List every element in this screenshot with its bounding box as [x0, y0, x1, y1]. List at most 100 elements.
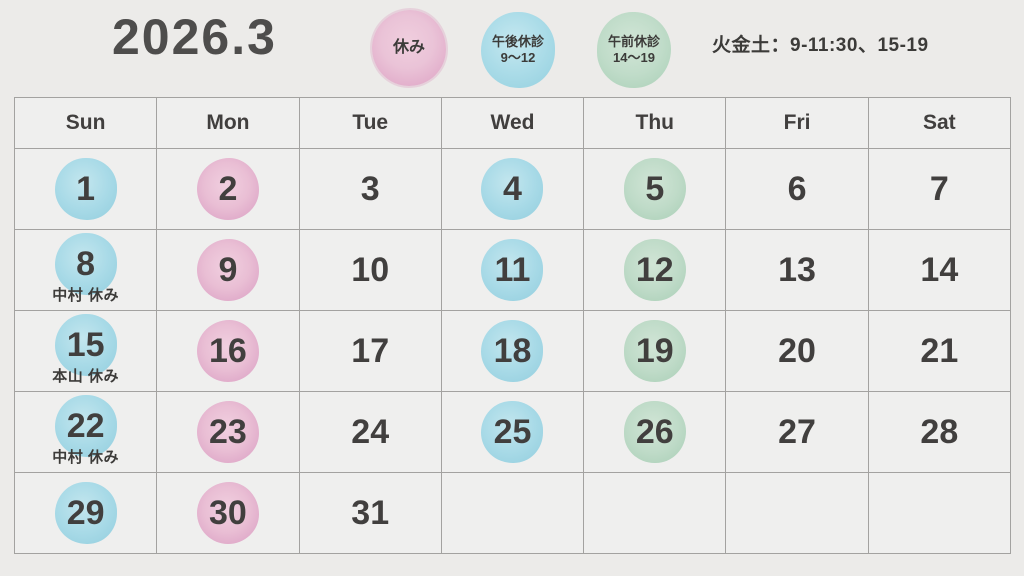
day-mark-pink: 23	[196, 401, 259, 463]
day-number: 21	[920, 332, 959, 370]
day-cell-12: 12	[584, 230, 726, 310]
day-number: 26	[635, 413, 674, 451]
day-mark-none: 14	[908, 239, 970, 301]
day-cell-16: 16	[157, 311, 299, 391]
day-number: 23	[209, 413, 247, 451]
opening-hours-note: 火金土：9-11:30、15-19	[712, 35, 929, 56]
day-mark-none: 10	[339, 239, 401, 301]
day-mark-none: 13	[766, 239, 828, 301]
day-cell-4: 4	[441, 149, 584, 229]
legend-am-closed-swatch: 午前休診 14〜19	[597, 12, 671, 88]
day-mark-blue: 11	[481, 239, 544, 301]
day-cell-3: 3	[299, 149, 441, 229]
day-number: 12	[635, 251, 674, 289]
day-mark-pink: 30	[196, 482, 259, 544]
day-cell-11: 11	[441, 230, 584, 310]
day-mark-none: 20	[766, 320, 828, 382]
day-mark-blue: 25	[481, 401, 544, 463]
day-note: 中村 休み	[52, 287, 119, 304]
day-cell-28: 28	[868, 392, 1010, 472]
day-number: 9	[218, 251, 238, 289]
day-mark-green: 5	[623, 158, 686, 220]
day-cell-22: 22 中村 休み	[15, 392, 157, 472]
day-number: 4	[503, 170, 522, 208]
day-mark-blue: 15	[54, 314, 117, 376]
day-cell-2: 2	[157, 149, 299, 229]
day-cell-27: 27	[726, 392, 868, 472]
legend-holiday-label: 休み	[392, 39, 425, 56]
day-cell-1: 1	[15, 149, 157, 229]
weekday-header-thu: Thu	[584, 98, 726, 148]
day-mark-green: 26	[623, 401, 686, 463]
day-cell-20: 20	[726, 311, 868, 391]
day-number: 18	[493, 332, 532, 370]
weekday-header-sat: Sat	[868, 98, 1010, 148]
day-mark-none: 21	[908, 320, 970, 382]
day-cell-empty	[868, 473, 1010, 553]
day-number: 28	[920, 413, 959, 451]
day-mark-blue: 8	[54, 233, 117, 295]
day-number: 13	[778, 251, 816, 289]
day-cell-17: 17	[299, 311, 441, 391]
day-cell-26: 26	[584, 392, 726, 472]
day-mark-none: 24	[339, 401, 401, 463]
day-number: 29	[66, 494, 105, 532]
day-cell-8: 8 中村 休み	[15, 230, 157, 310]
day-number: 8	[76, 245, 96, 283]
day-cell-23: 23	[157, 392, 299, 472]
day-mark-green: 19	[623, 320, 686, 382]
day-number: 6	[787, 170, 807, 208]
legend-pm-closed-swatch: 午後休診 9〜12	[481, 12, 555, 88]
day-number: 14	[920, 251, 959, 289]
day-cell-5: 5	[584, 149, 726, 229]
day-mark-none: 3	[339, 158, 401, 220]
legend-am-closed-hours: 14〜19	[613, 50, 655, 65]
day-mark-green: 12	[623, 239, 686, 301]
day-cell-15: 15 本山 休み	[15, 311, 157, 391]
weekday-header-wed: Wed	[441, 98, 584, 148]
day-mark-none: 17	[339, 320, 401, 382]
day-mark-none: 6	[766, 158, 828, 220]
day-mark-blue: 1	[54, 158, 117, 220]
day-number: 24	[351, 413, 390, 451]
day-number: 16	[209, 332, 247, 370]
day-mark-blue: 29	[54, 482, 117, 544]
page-title: 2026.3	[112, 9, 277, 65]
day-mark-pink: 16	[196, 320, 259, 382]
day-cell-13: 13	[726, 230, 868, 310]
day-mark-blue: 18	[481, 320, 544, 382]
day-cell-19: 19	[584, 311, 726, 391]
day-number: 10	[351, 251, 390, 289]
legend-pm-closed-label: 午後休診	[491, 33, 544, 49]
day-cell-24: 24	[299, 392, 441, 472]
legend-am-closed-label: 午前休診	[607, 33, 660, 49]
weekday-header-sun: Sun	[15, 98, 157, 148]
day-number: 2	[218, 170, 238, 208]
day-number: 25	[493, 413, 532, 451]
day-number: 5	[645, 170, 665, 208]
day-number: 20	[778, 332, 816, 370]
day-cell-14: 14	[868, 230, 1010, 310]
day-cell-31: 31	[299, 473, 441, 553]
day-number: 27	[778, 413, 816, 451]
weekday-header-tue: Tue	[299, 98, 441, 148]
day-mark-blue: 22	[54, 395, 117, 457]
day-number: 1	[76, 170, 96, 208]
day-cell-21: 21	[868, 311, 1010, 391]
day-cell-18: 18	[441, 311, 584, 391]
day-cell-empty	[726, 473, 868, 553]
day-cell-25: 25	[441, 392, 584, 472]
day-cell-empty	[584, 473, 726, 553]
day-number: 31	[351, 494, 390, 532]
day-number: 19	[635, 332, 674, 370]
day-mark-none: 7	[908, 158, 970, 220]
day-cell-10: 10	[299, 230, 441, 310]
day-mark-none: 31	[339, 482, 401, 544]
day-number: 17	[351, 332, 390, 370]
day-mark-pink: 2	[196, 158, 259, 220]
day-cell-9: 9	[157, 230, 299, 310]
day-number: 22	[66, 407, 105, 445]
day-note: 中村 休み	[52, 449, 119, 466]
day-cell-7: 7	[868, 149, 1010, 229]
day-cell-6: 6	[726, 149, 868, 229]
